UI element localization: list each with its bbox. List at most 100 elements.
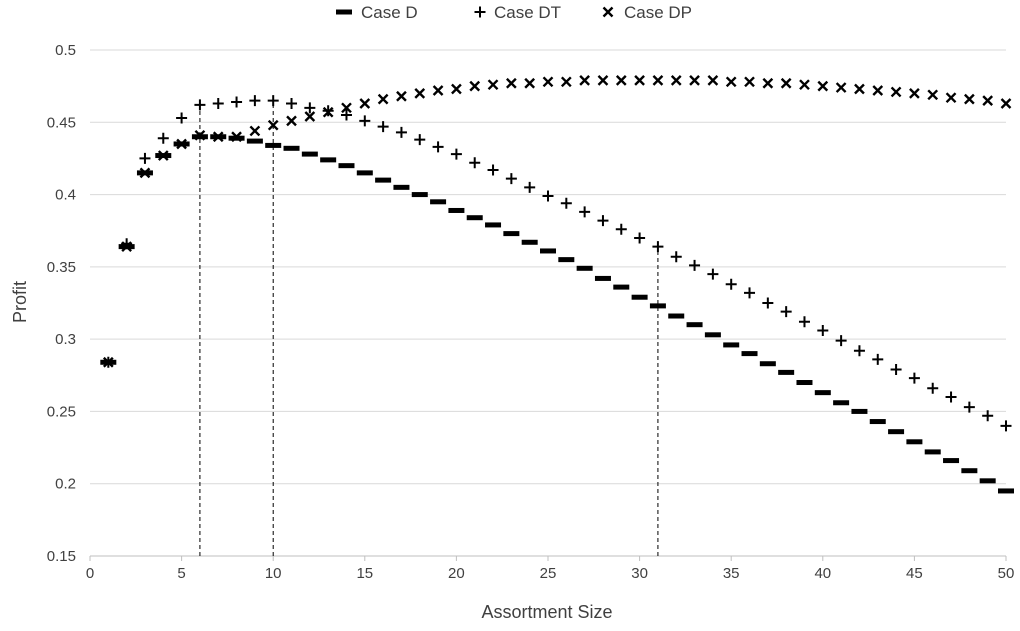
case-d-point <box>356 170 373 176</box>
case-dp-point <box>799 79 810 91</box>
case-dt-point <box>304 102 316 114</box>
case-dt-point <box>176 112 188 124</box>
case-d-point <box>961 468 978 474</box>
y-tick-label: 0.45 <box>47 114 76 131</box>
case-dp-point <box>890 86 902 98</box>
case-dt-point <box>615 223 627 235</box>
case-dp-point <box>927 89 939 101</box>
case-dp-point <box>231 131 242 143</box>
case-dt-point <box>798 316 810 328</box>
case-dp-point <box>689 75 700 86</box>
case-dp-point <box>982 95 994 106</box>
y-tick-label: 0.15 <box>47 548 76 565</box>
case-dp-point <box>396 90 407 102</box>
case-dt-point <box>194 99 206 111</box>
case-dt-point <box>963 401 975 413</box>
case-d-point <box>393 184 410 190</box>
case-dp-point <box>176 138 187 150</box>
case-d-point <box>466 215 483 221</box>
case-d-point <box>869 419 886 425</box>
case-d-point <box>301 151 318 157</box>
case-dp-point <box>707 75 719 86</box>
case-d-point <box>411 192 428 198</box>
reference-lines <box>199 100 659 556</box>
case-d-point <box>336 9 352 15</box>
case-dt-point <box>450 148 462 160</box>
case-d-point <box>649 303 666 309</box>
case-dp-point <box>432 85 444 96</box>
case-d-point <box>503 231 520 237</box>
y-tick-label: 0.3 <box>55 331 76 348</box>
case-dt-point <box>670 251 682 263</box>
case-dp-point <box>506 77 517 89</box>
case-dp-point <box>615 75 627 86</box>
case-d-point <box>814 390 831 396</box>
case-d-point <box>796 380 813 386</box>
case-dt-point <box>872 353 884 365</box>
case-dt-point <box>377 121 389 133</box>
case-d-point <box>594 275 611 281</box>
case-dt-point <box>560 197 572 209</box>
case-dt-point <box>579 206 591 218</box>
case-dt-point <box>597 215 609 227</box>
case-dt-point <box>414 134 426 146</box>
case-d-point <box>759 361 776 367</box>
case-d-point <box>430 199 447 205</box>
case-dp-point <box>652 75 664 86</box>
case-dt-point <box>212 97 224 109</box>
case-dp-point <box>139 167 151 179</box>
case-dp-point <box>945 92 957 104</box>
case-d-point <box>943 458 960 464</box>
case-dp-point <box>267 119 279 131</box>
case-d-point <box>338 163 355 169</box>
case-d-point <box>686 322 703 328</box>
case-d-point <box>246 138 263 144</box>
case-dt-point <box>395 126 407 138</box>
case-dp-point <box>524 77 536 89</box>
case-d-point <box>375 177 392 183</box>
case-dt-point <box>542 190 554 202</box>
y-axis-title: Profit <box>10 281 30 323</box>
case-dp-point <box>634 75 645 86</box>
case-d-point <box>540 248 556 254</box>
case-dp-point <box>602 6 614 18</box>
grid-layer <box>90 49 1006 557</box>
x-tick-label: 30 <box>631 565 648 582</box>
case-dp-point <box>304 111 316 122</box>
case-d-point <box>888 429 905 435</box>
case-dt-point <box>780 306 792 318</box>
case-dt-point <box>725 278 737 290</box>
case-dp-point <box>469 80 481 92</box>
case-d-point <box>668 313 685 319</box>
case-d-point <box>631 294 648 300</box>
case-dp-point <box>249 125 261 137</box>
y-tick-label: 0.25 <box>47 403 76 420</box>
case-dt-point <box>982 410 994 422</box>
case-dp-point <box>762 77 774 89</box>
case-dt-point <box>469 157 481 169</box>
axes: 0.15 0.2 0.25 0.3 0.35 0.4 0.45 0.5 0 5 10 15 20 25 30… <box>47 42 1015 582</box>
case-dp-point <box>377 93 389 105</box>
case-d-point <box>448 207 465 213</box>
case-dp-point <box>560 76 572 88</box>
case-dp-point <box>487 79 499 91</box>
y-tick-label: 0.35 <box>47 259 76 276</box>
case-d-point <box>998 488 1014 494</box>
legend-item: Case DT <box>474 3 561 22</box>
case-d-point <box>558 257 575 263</box>
case-dp-point <box>964 93 975 105</box>
case-dp-point <box>909 88 920 99</box>
series-case-dp <box>102 75 1012 368</box>
x-axis-title: Assortment Size <box>481 602 612 622</box>
case-d-point <box>924 449 941 455</box>
case-d-point <box>833 400 850 406</box>
case-dt-point <box>487 164 499 176</box>
case-d-point <box>979 478 996 484</box>
case-dp-point <box>451 83 462 95</box>
y-tick-label: 0.2 <box>55 476 76 493</box>
case-dp-point <box>121 241 132 252</box>
legend-item: Case D <box>336 3 418 22</box>
case-d-point <box>906 439 923 445</box>
x-tick-label: 35 <box>723 565 740 582</box>
case-dp-point <box>414 88 426 99</box>
